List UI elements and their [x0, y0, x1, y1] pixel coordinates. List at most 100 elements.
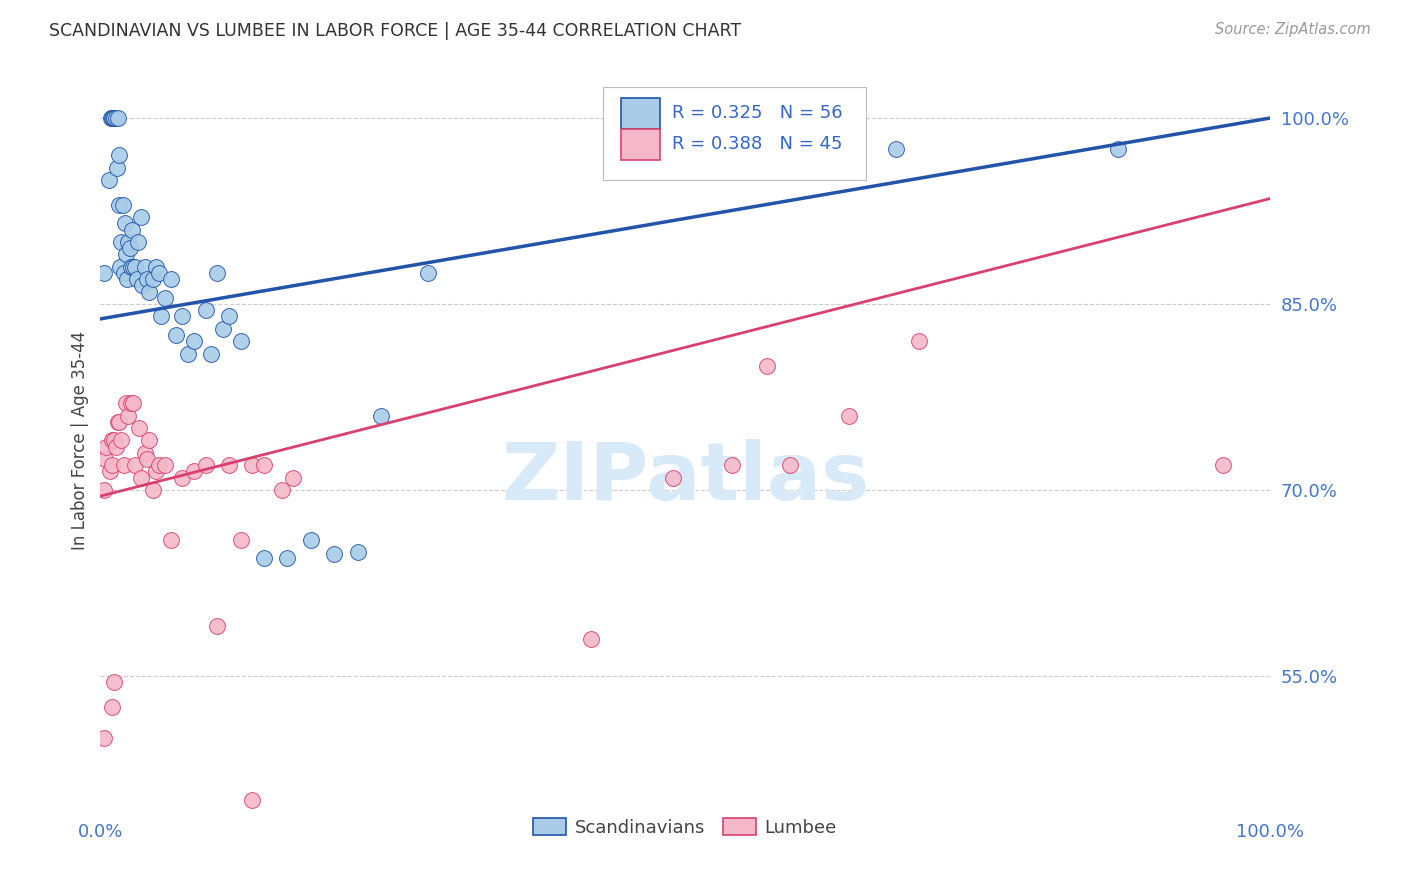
Point [138, 285, 160, 299]
Point [117, 272, 139, 286]
Point [122, 396, 145, 410]
Point [194, 458, 217, 472]
Point [136, 272, 159, 286]
Point [283, 470, 305, 484]
Point [97, 173, 120, 187]
Point [121, 222, 143, 236]
Point [101, 458, 124, 472]
Point [270, 483, 292, 497]
Point [127, 235, 149, 249]
Point [145, 464, 167, 478]
Point [346, 545, 368, 559]
Point [114, 217, 136, 231]
Text: R = 0.325   N = 56: R = 0.325 N = 56 [672, 104, 842, 122]
Point [101, 111, 124, 125]
Point [96, 440, 118, 454]
Point [107, 111, 129, 125]
Point [103, 675, 125, 690]
Point [159, 533, 181, 547]
Point [183, 464, 205, 478]
Point [108, 198, 131, 212]
Point [581, 632, 603, 646]
Point [172, 470, 194, 484]
Text: SCANDINAVIAN VS LUMBEE IN LABOR FORCE | AGE 35-44 CORRELATION CHART: SCANDINAVIAN VS LUMBEE IN LABOR FORCE | … [49, 22, 741, 40]
Point [142, 272, 165, 286]
Point [1212, 458, 1234, 472]
Legend: Scandinavians, Lumbee: Scandinavians, Lumbee [526, 811, 844, 844]
Point [112, 266, 135, 280]
Point [110, 434, 132, 448]
Point [755, 359, 778, 373]
Point [107, 415, 129, 429]
Point [131, 278, 153, 293]
Point [124, 458, 146, 472]
Point [115, 247, 138, 261]
Point [779, 458, 801, 472]
Point [104, 111, 127, 125]
Point [129, 211, 152, 225]
Point [229, 533, 252, 547]
Point [134, 260, 156, 274]
Point [153, 291, 176, 305]
Point [93, 266, 115, 280]
Point [253, 551, 276, 566]
FancyBboxPatch shape [603, 87, 866, 180]
Point [207, 619, 229, 633]
Point [120, 260, 142, 274]
Point [108, 415, 131, 429]
Text: Source: ZipAtlas.com: Source: ZipAtlas.com [1215, 22, 1371, 37]
Point [104, 440, 127, 454]
Point [112, 458, 135, 472]
Point [370, 409, 392, 423]
Point [240, 793, 263, 807]
Point [720, 458, 742, 472]
Point [118, 241, 141, 255]
Point [276, 551, 298, 566]
Point [138, 434, 160, 448]
Point [110, 260, 132, 274]
Point [111, 198, 134, 212]
Point [229, 334, 252, 349]
Point [100, 111, 122, 125]
Point [908, 334, 931, 349]
Point [1107, 142, 1129, 156]
Point [94, 452, 117, 467]
Point [207, 266, 229, 280]
Text: R = 0.388   N = 45: R = 0.388 N = 45 [672, 136, 842, 153]
Point [136, 452, 159, 467]
Point [93, 483, 115, 497]
Point [240, 458, 263, 472]
Point [125, 272, 148, 286]
Point [212, 322, 235, 336]
Point [150, 310, 173, 324]
Point [148, 266, 170, 280]
Point [165, 328, 187, 343]
Point [128, 421, 150, 435]
Point [194, 303, 217, 318]
Point [120, 396, 142, 410]
Point [93, 731, 115, 745]
Point [124, 260, 146, 274]
Point [159, 272, 181, 286]
Point [117, 235, 139, 249]
Point [838, 409, 860, 423]
Point [108, 148, 131, 162]
Point [117, 409, 139, 423]
Point [416, 266, 439, 280]
Text: ZIPatlas: ZIPatlas [501, 439, 869, 516]
Point [103, 111, 125, 125]
Point [299, 533, 322, 547]
Point [884, 142, 907, 156]
Point [103, 111, 125, 125]
FancyBboxPatch shape [620, 128, 661, 160]
FancyBboxPatch shape [620, 97, 661, 128]
Point [145, 260, 167, 274]
Point [129, 470, 152, 484]
Point [200, 346, 222, 360]
Point [177, 346, 200, 360]
Point [323, 548, 346, 562]
Point [122, 260, 145, 274]
Point [218, 458, 240, 472]
Point [110, 235, 132, 249]
Point [115, 396, 138, 410]
